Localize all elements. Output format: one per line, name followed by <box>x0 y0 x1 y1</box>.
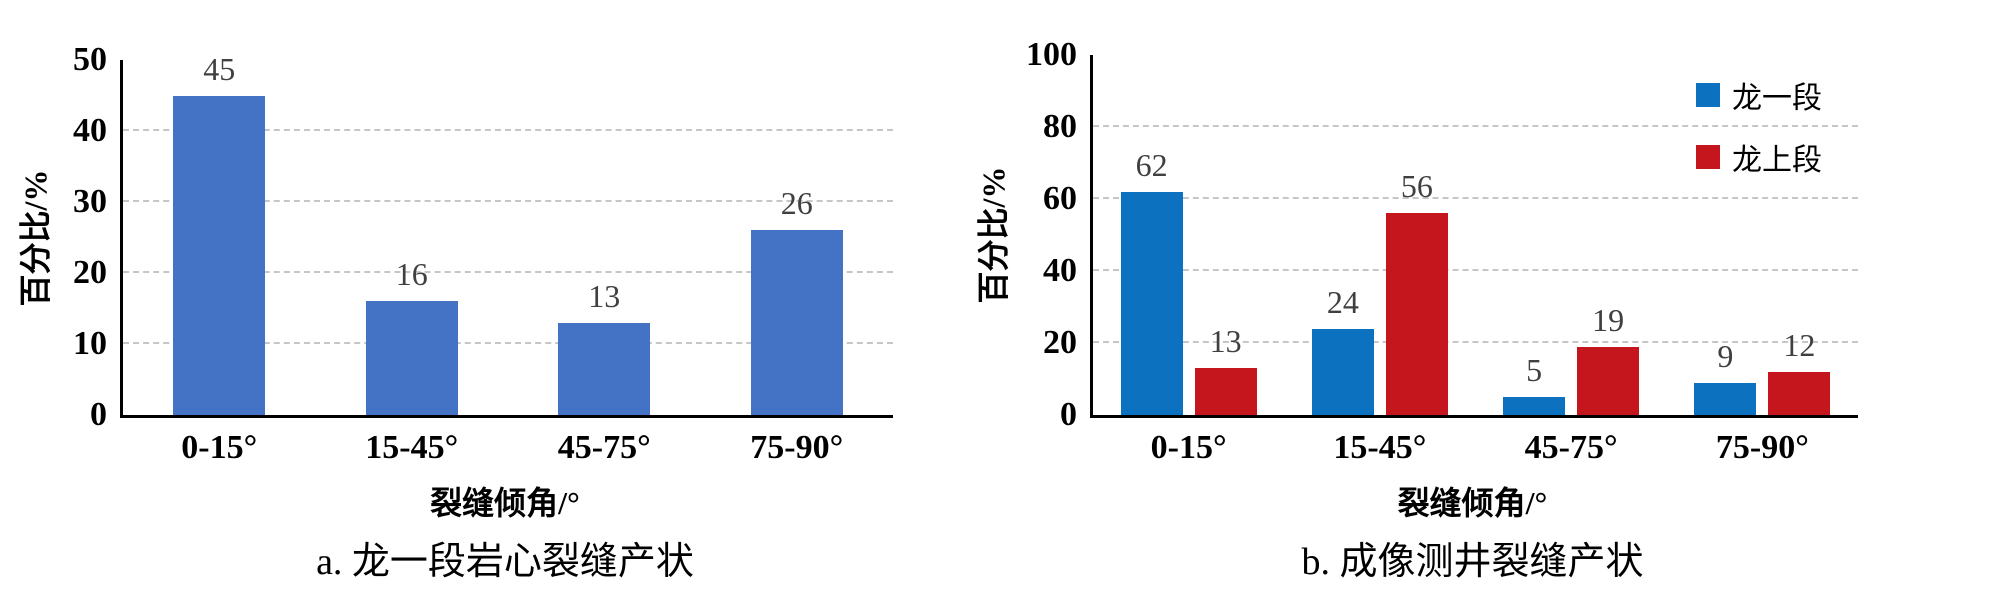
legend-label: 龙一段 <box>1732 82 1822 115</box>
bar-value-label: 19 <box>1592 301 1625 338</box>
bar <box>1311 328 1374 415</box>
legend-swatch <box>1696 145 1720 169</box>
chart-a-core-fracture-attitude: 百分比/% 0 10 20 30 40 50 0-15° 45 15-45° 16 45-75° 13… <box>0 0 960 610</box>
x-category-label: 0-15° <box>181 429 258 466</box>
x-category-label: 0-15° <box>1150 429 1227 466</box>
legend-item: 龙一段 <box>1696 73 1822 117</box>
bar-value-label: 62 <box>1135 146 1168 183</box>
gridline <box>1093 269 1858 271</box>
bar-value-label: 13 <box>588 277 621 314</box>
legend-item: 龙上段 <box>1696 135 1822 179</box>
legend-label: 龙上段 <box>1732 144 1822 177</box>
x-category-label: 45-75° <box>557 429 651 466</box>
bar <box>1194 368 1257 415</box>
x-category-label: 75-90° <box>1715 429 1809 466</box>
y-tick-label: 20 <box>73 254 107 291</box>
plot-area: 0 10 20 30 40 50 0-15° 45 15-45° 16 45-75° 13 75-90°… <box>73 43 893 466</box>
y-tick-label: 30 <box>73 183 107 220</box>
bar <box>1577 346 1640 415</box>
bar <box>365 301 458 415</box>
y-axis-title: 百分比/% <box>17 169 53 306</box>
gridline <box>1093 125 1858 127</box>
bar <box>558 322 651 415</box>
y-tick-label: 40 <box>1043 252 1077 289</box>
x-axis-title: 裂缝倾角/° <box>1397 485 1548 521</box>
chart-caption: b. 成像测井裂缝产状 <box>1301 541 1644 583</box>
chart-b-imaging-log-fracture-attitude: 百分比/% 0 20 40 60 80 100 0-15° 62 13 15-45° 24 56 45-… <box>960 0 2000 610</box>
bar-value-label: 24 <box>1326 283 1359 320</box>
x-category-label: 15-45° <box>1333 429 1427 466</box>
y-tick-label: 0 <box>90 396 107 433</box>
bar <box>1694 382 1757 415</box>
plot-area: 0 20 40 60 80 100 0-15° 62 13 15-45° 24 56 45-75° 5 19… <box>1026 38 1858 466</box>
y-tick-label: 60 <box>1043 180 1077 217</box>
bar <box>173 95 266 415</box>
y-tick-label: 50 <box>73 41 107 78</box>
bar-value-label: 56 <box>1400 168 1433 205</box>
bar-value-label: 45 <box>203 50 236 87</box>
bar-value-label: 13 <box>1209 323 1242 360</box>
y-tick-label: 10 <box>73 325 107 362</box>
bar-value-label: 16 <box>395 256 428 293</box>
bar-value-label: 9 <box>1717 337 1734 374</box>
bar <box>1768 371 1831 415</box>
y-axis-title-wrap: 百分比/% <box>4 60 62 415</box>
bar-value-label: 5 <box>1526 352 1543 388</box>
bar <box>1503 397 1566 415</box>
bar <box>1385 213 1448 415</box>
x-category-label: 15-45° <box>365 429 459 466</box>
y-tick-label: 0 <box>1060 396 1077 433</box>
x-axis-title: 裂缝倾角/° <box>430 485 580 521</box>
bar <box>750 230 843 415</box>
gridline <box>123 200 893 202</box>
gridline <box>123 271 893 273</box>
x-category-label: 45-75° <box>1524 429 1618 466</box>
y-axis-title: 百分比/% <box>975 166 1011 304</box>
bar <box>1120 191 1183 415</box>
legend: 龙一段 龙上段 <box>1696 73 1822 179</box>
y-tick-label: 80 <box>1043 108 1077 145</box>
y-tick-label: 100 <box>1026 36 1077 73</box>
chart-caption: a. 龙一段岩心裂缝产状 <box>316 541 694 583</box>
y-tick-label: 20 <box>1043 324 1077 361</box>
legend-swatch <box>1696 83 1720 107</box>
bar-value-label: 26 <box>780 185 813 222</box>
gridline <box>1093 197 1858 199</box>
y-tick-label: 40 <box>73 112 107 149</box>
gridline <box>1093 341 1858 343</box>
x-category-label: 75-90° <box>750 429 844 466</box>
y-axis-title-wrap: 百分比/% <box>964 55 1018 415</box>
bar-value-label: 12 <box>1783 326 1816 363</box>
gridline <box>123 129 893 131</box>
gridline <box>123 342 893 344</box>
